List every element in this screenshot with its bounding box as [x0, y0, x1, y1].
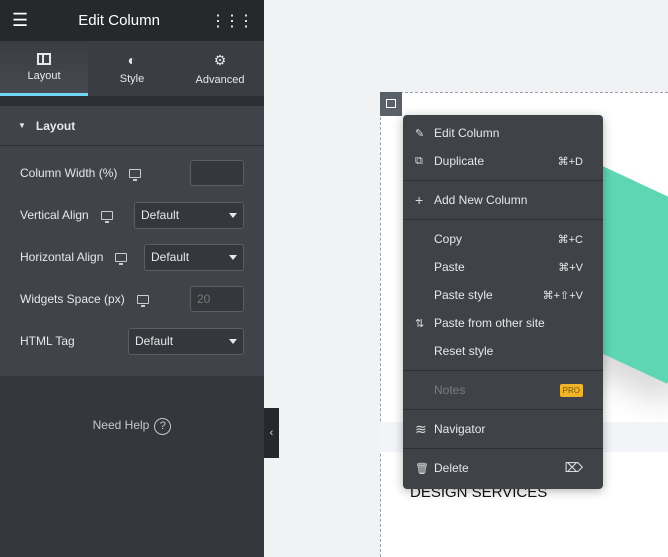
menu-reset-style[interactable]: Reset style [403, 337, 603, 365]
select-value: Default [135, 334, 174, 348]
menu-label: Notes [434, 383, 466, 397]
tab-layout[interactable]: Layout [0, 41, 88, 96]
menu-label: Paste [434, 260, 465, 274]
desktop-icon[interactable] [129, 168, 142, 181]
select-value: Default [151, 250, 190, 264]
tab-style[interactable]: ◐ Style [88, 41, 176, 96]
menu-notes: Notes PRO [403, 376, 603, 404]
vertical-align-control: Vertical Align Default [20, 194, 244, 236]
horizontal-align-select[interactable]: Default [144, 243, 244, 271]
column-width-control: Column Width (%) [20, 152, 244, 194]
control-label: Widgets Space (px) [20, 292, 125, 306]
menu-edit-column[interactable]: ✎ Edit Column [403, 119, 603, 147]
menu-add-new-column[interactable]: + Add New Column [403, 186, 603, 214]
desktop-icon[interactable] [100, 210, 113, 223]
tab-advanced[interactable]: ⚙ Advanced [176, 41, 264, 96]
desktop-icon[interactable] [115, 252, 128, 265]
menu-delete[interactable]: 🗑 Delete ⌦ [403, 454, 603, 482]
shortcut: ⌘+V [558, 261, 583, 274]
menu-label: Reset style [434, 344, 494, 358]
panel-title: Edit Column [78, 12, 160, 29]
arrows-updown-icon: ⇅ [415, 317, 425, 330]
delete-key-icon: ⌦ [564, 460, 583, 475]
help-label: Need Help [92, 418, 150, 432]
section-layout-toggle[interactable]: ▼ Layout [0, 106, 264, 146]
caret-down-icon: ▼ [18, 121, 26, 130]
menu-label: Duplicate [434, 154, 485, 168]
vertical-align-select[interactable]: Default [134, 201, 244, 229]
widgets-space-input[interactable]: 20 [190, 286, 244, 312]
pencil-icon: ✎ [415, 127, 425, 140]
control-label: Column Width (%) [20, 166, 118, 180]
shortcut: ⌘+C [557, 233, 583, 246]
control-label: HTML Tag [20, 334, 75, 348]
contrast-icon: ◐ [127, 52, 137, 68]
columns-icon [37, 52, 51, 65]
duplicate-icon: ⧉ [415, 154, 423, 167]
need-help-link[interactable]: Need Help? [0, 418, 264, 435]
menu-label: Add New Column [434, 193, 528, 207]
tab-label: Advanced [195, 73, 245, 86]
menu-navigator[interactable]: ≋ Navigator [403, 415, 603, 443]
shortcut: ⌘+D [557, 155, 583, 168]
tab-label: Layout [27, 69, 61, 82]
hamburger-icon[interactable]: ☰ [12, 10, 29, 30]
menu-paste-from-other-site[interactable]: ⇅ Paste from other site [403, 309, 603, 337]
menu-label: Navigator [434, 422, 486, 436]
html-tag-select[interactable]: Default [128, 327, 244, 355]
plus-icon: + [415, 192, 424, 208]
select-value: Default [141, 208, 180, 222]
control-label: Horizontal Align [20, 250, 104, 264]
column-handle[interactable] [380, 92, 402, 116]
menu-copy[interactable]: Copy ⌘+C [403, 225, 603, 253]
trash-icon: 🗑 [415, 462, 429, 475]
menu-label: Paste from other site [434, 316, 545, 330]
section-title: Layout [35, 118, 76, 133]
pro-badge: PRO [559, 383, 583, 397]
control-label: Vertical Align [20, 208, 89, 222]
layers-icon: ≋ [415, 420, 427, 437]
menu-label: Paste style [434, 288, 493, 302]
menu-label: Delete [434, 461, 469, 475]
menu-duplicate[interactable]: ⧉ Duplicate ⌘+D [403, 147, 603, 175]
shortcut: ⌘+⇧+V [542, 289, 583, 302]
context-menu: ✎ Edit Column ⧉ Duplicate ⌘+D + Add New Colu… [403, 115, 603, 489]
tab-label: Style [119, 73, 145, 85]
question-icon: ? [154, 418, 172, 435]
column-width-input[interactable] [190, 160, 244, 186]
columns-icon [386, 99, 396, 108]
horizontal-align-control: Horizontal Align Default [20, 236, 244, 278]
html-tag-control: HTML Tag Default [20, 320, 244, 362]
menu-paste-style[interactable]: Paste style ⌘+⇧+V [403, 281, 603, 309]
menu-label: Copy [434, 232, 463, 246]
panel-header: ☰ Edit Column ⋮⋮⋮ [0, 0, 264, 41]
menu-label: Edit Column [434, 126, 500, 140]
menu-paste[interactable]: Paste ⌘+V [403, 253, 603, 281]
grid-icon[interactable]: ⋮⋮⋮ [210, 12, 254, 30]
collapse-panel-button[interactable]: ‹ [264, 408, 279, 458]
widgets-space-control: Widgets Space (px) 20 [20, 278, 244, 320]
gear-icon: ⚙ [213, 51, 227, 68]
desktop-icon[interactable] [136, 294, 149, 307]
editor-panel: ☰ Edit Column ⋮⋮⋮ Layout ◐ Style ⚙ Advance… [0, 0, 264, 557]
